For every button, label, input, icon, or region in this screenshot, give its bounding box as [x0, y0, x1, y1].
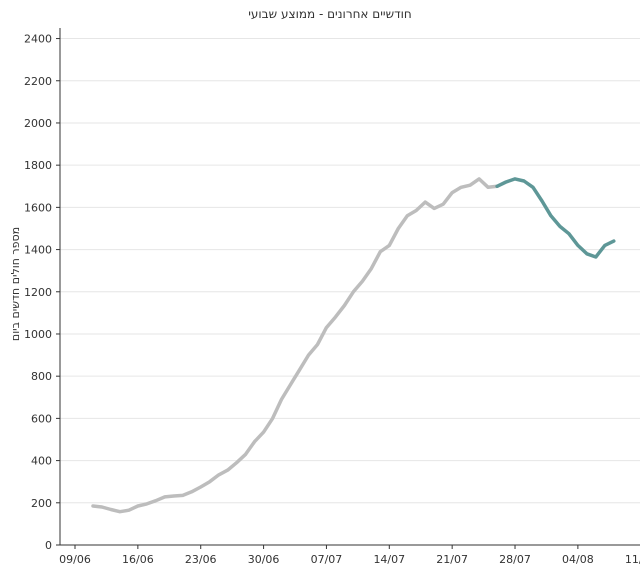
y-tick-label: 2200 — [24, 75, 52, 88]
x-tick-label: 28/07 — [499, 553, 531, 566]
series-lines — [91, 177, 616, 514]
y-tick-label: 600 — [31, 412, 52, 425]
y-axis-label: מספר חולים חדשים ביום — [9, 227, 22, 341]
x-tick-label: 07/07 — [311, 553, 343, 566]
x-tick-label: 16/06 — [122, 553, 154, 566]
grid-lines — [60, 38, 640, 504]
y-tick-label: 1600 — [24, 201, 52, 214]
tick-labels: 0 200 400 600 800 1000 1200 1400 1600 1800 2000 220… — [24, 33, 640, 566]
y-tick-label: 2400 — [24, 33, 52, 46]
x-tick-label: 21/07 — [436, 553, 468, 566]
x-tick-label: 11/08 — [625, 553, 640, 566]
past-series-line — [91, 177, 499, 514]
y-tick-label: 400 — [31, 455, 52, 468]
x-tick-label: 30/06 — [248, 553, 280, 566]
y-tick-label: 1200 — [24, 286, 52, 299]
x-tick-label: 09/06 — [59, 553, 91, 566]
y-tick-label: 0 — [45, 539, 52, 552]
axes — [56, 28, 640, 549]
x-tick-label: 14/07 — [373, 553, 405, 566]
y-tick-label: 800 — [31, 370, 52, 383]
x-tick-label: 23/06 — [185, 553, 217, 566]
x-tick-label: 04/08 — [562, 553, 594, 566]
y-tick-label: 1000 — [24, 328, 52, 341]
chart-title: חודשיים אחרונים - ממוצע שבועי — [248, 7, 412, 21]
y-tick-label: 1400 — [24, 244, 52, 257]
y-tick-label: 1800 — [24, 159, 52, 172]
y-tick-label: 2000 — [24, 117, 52, 130]
recent-series-line — [495, 177, 616, 259]
y-tick-label: 200 — [31, 497, 52, 510]
